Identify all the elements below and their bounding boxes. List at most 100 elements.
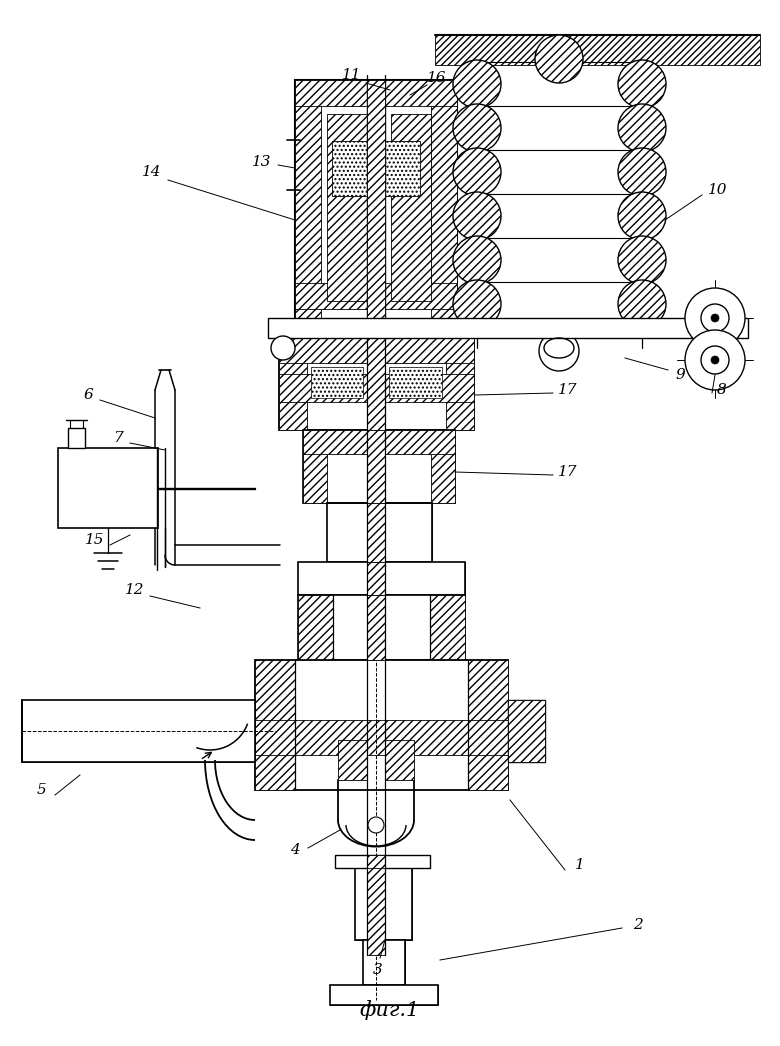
Bar: [508, 700, 545, 761]
Bar: [279, 335, 307, 430]
Circle shape: [618, 236, 666, 285]
Bar: [332, 141, 420, 196]
Bar: [255, 660, 508, 790]
Bar: [367, 855, 385, 868]
Bar: [58, 448, 158, 528]
Bar: [295, 79, 457, 106]
Bar: [268, 318, 748, 338]
Circle shape: [685, 329, 745, 390]
Circle shape: [453, 236, 501, 285]
Bar: [335, 855, 430, 868]
Bar: [295, 283, 457, 309]
Bar: [279, 374, 474, 402]
Text: 9: 9: [675, 368, 685, 382]
Bar: [430, 595, 465, 660]
Bar: [431, 430, 455, 503]
Bar: [431, 79, 457, 335]
Bar: [367, 860, 385, 955]
Text: 11: 11: [342, 68, 362, 82]
Text: 1: 1: [575, 858, 585, 872]
Bar: [508, 700, 545, 761]
Bar: [435, 35, 760, 65]
Bar: [363, 940, 405, 985]
Circle shape: [618, 280, 666, 328]
Text: 8: 8: [717, 383, 727, 397]
Bar: [468, 660, 508, 790]
Circle shape: [453, 104, 501, 152]
Text: 2: 2: [633, 918, 643, 932]
Circle shape: [618, 192, 666, 240]
Bar: [367, 503, 385, 562]
Text: 10: 10: [708, 183, 728, 197]
Bar: [298, 595, 333, 660]
Circle shape: [539, 331, 579, 371]
Text: 15: 15: [85, 533, 105, 547]
Text: 7: 7: [113, 431, 123, 445]
Circle shape: [711, 314, 719, 322]
Text: 17: 17: [558, 383, 578, 397]
Circle shape: [453, 280, 501, 328]
Bar: [295, 79, 321, 335]
Circle shape: [618, 104, 666, 152]
Text: 6: 6: [83, 388, 93, 402]
Bar: [355, 860, 412, 940]
Text: 17: 17: [558, 465, 578, 479]
Bar: [355, 860, 412, 940]
Bar: [367, 430, 385, 503]
Bar: [367, 79, 385, 365]
Circle shape: [453, 60, 501, 108]
Bar: [367, 79, 385, 335]
Bar: [68, 428, 85, 448]
Bar: [327, 503, 432, 562]
Text: 3: 3: [373, 963, 383, 977]
Bar: [330, 985, 438, 1005]
Bar: [327, 114, 367, 301]
Circle shape: [368, 817, 384, 833]
Bar: [391, 114, 431, 301]
Bar: [303, 430, 455, 503]
Bar: [22, 700, 255, 761]
Circle shape: [618, 147, 666, 196]
Bar: [298, 562, 465, 595]
Bar: [255, 720, 508, 755]
Text: 13: 13: [252, 155, 271, 169]
Circle shape: [685, 288, 745, 348]
Circle shape: [711, 356, 719, 364]
Text: 12: 12: [126, 583, 145, 597]
Bar: [279, 335, 474, 363]
Text: 5: 5: [37, 783, 47, 797]
Text: 16: 16: [427, 71, 447, 85]
Bar: [295, 79, 457, 335]
Circle shape: [271, 336, 295, 360]
Bar: [367, 335, 385, 430]
Bar: [446, 335, 474, 430]
Bar: [367, 335, 385, 430]
Circle shape: [453, 192, 501, 240]
Bar: [367, 562, 385, 595]
Bar: [338, 740, 367, 780]
Circle shape: [701, 304, 729, 332]
Bar: [363, 940, 405, 985]
Text: фиг.1: фиг.1: [360, 1000, 420, 1020]
Text: 4: 4: [290, 843, 300, 857]
Bar: [279, 335, 474, 430]
Bar: [311, 367, 363, 397]
Bar: [303, 430, 455, 454]
Bar: [327, 503, 432, 562]
Circle shape: [701, 346, 729, 374]
Bar: [335, 855, 430, 868]
Bar: [330, 985, 438, 1005]
Text: 14: 14: [142, 165, 161, 179]
Bar: [367, 430, 385, 503]
Bar: [255, 660, 295, 790]
Circle shape: [535, 35, 583, 83]
Bar: [385, 740, 414, 780]
Bar: [298, 595, 465, 660]
Circle shape: [618, 60, 666, 108]
Bar: [298, 562, 465, 595]
Bar: [303, 430, 327, 503]
Bar: [389, 367, 442, 397]
Bar: [22, 700, 255, 761]
Bar: [367, 595, 385, 660]
Circle shape: [453, 147, 501, 196]
